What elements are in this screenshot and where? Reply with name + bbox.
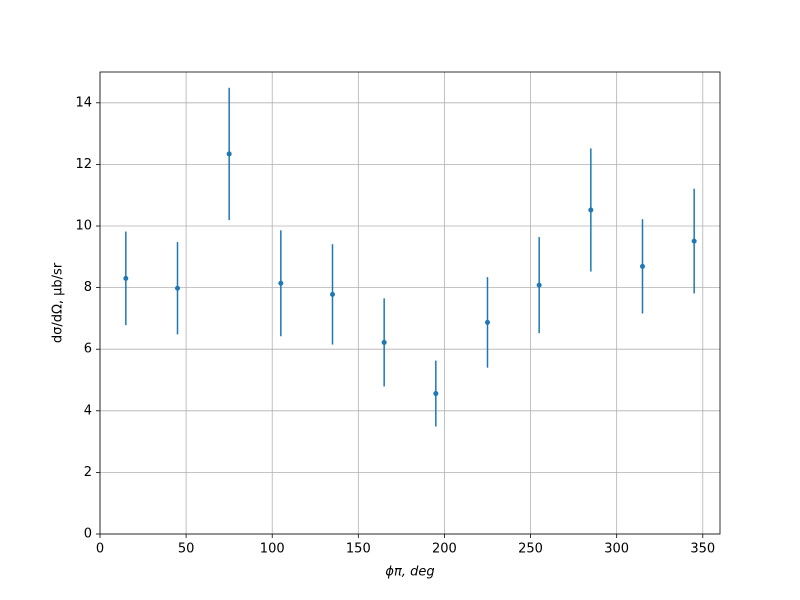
x-tick-label: 350 [690,542,715,557]
data-point [330,291,335,297]
x-tick-label: 300 [604,542,629,557]
x-tick-label: 250 [518,542,543,557]
x-tick-label: 100 [260,542,285,557]
y-tick-label: 8 [84,280,92,295]
y-axis-label: dσ/dΩ, μb/sr [51,262,66,343]
data-point [226,151,232,157]
data-point [691,238,697,244]
x-axis-label: ϕπ, deg [385,565,434,580]
x-tick-label: 150 [346,542,371,557]
y-tick-label: 2 [84,465,92,480]
data-point [536,282,542,288]
y-tick-label: 14 [75,95,92,110]
y-tick-label: 10 [75,219,92,234]
y-tick-label: 0 [84,527,92,542]
data-point [278,280,284,286]
plot-frame [99,71,721,535]
data-point [433,391,439,397]
y-tick-label: 12 [75,157,92,172]
data-point [588,207,594,213]
y-tick-label: 6 [84,342,92,357]
x-tick-label: 200 [432,542,457,557]
data-point [381,339,387,345]
data-point [485,319,490,325]
data-point [123,275,129,281]
data-point [175,285,180,291]
data-point [640,263,645,269]
x-tick-label: 50 [178,542,195,557]
y-tick-label: 4 [84,403,92,418]
x-tick-label: 0 [96,542,104,557]
